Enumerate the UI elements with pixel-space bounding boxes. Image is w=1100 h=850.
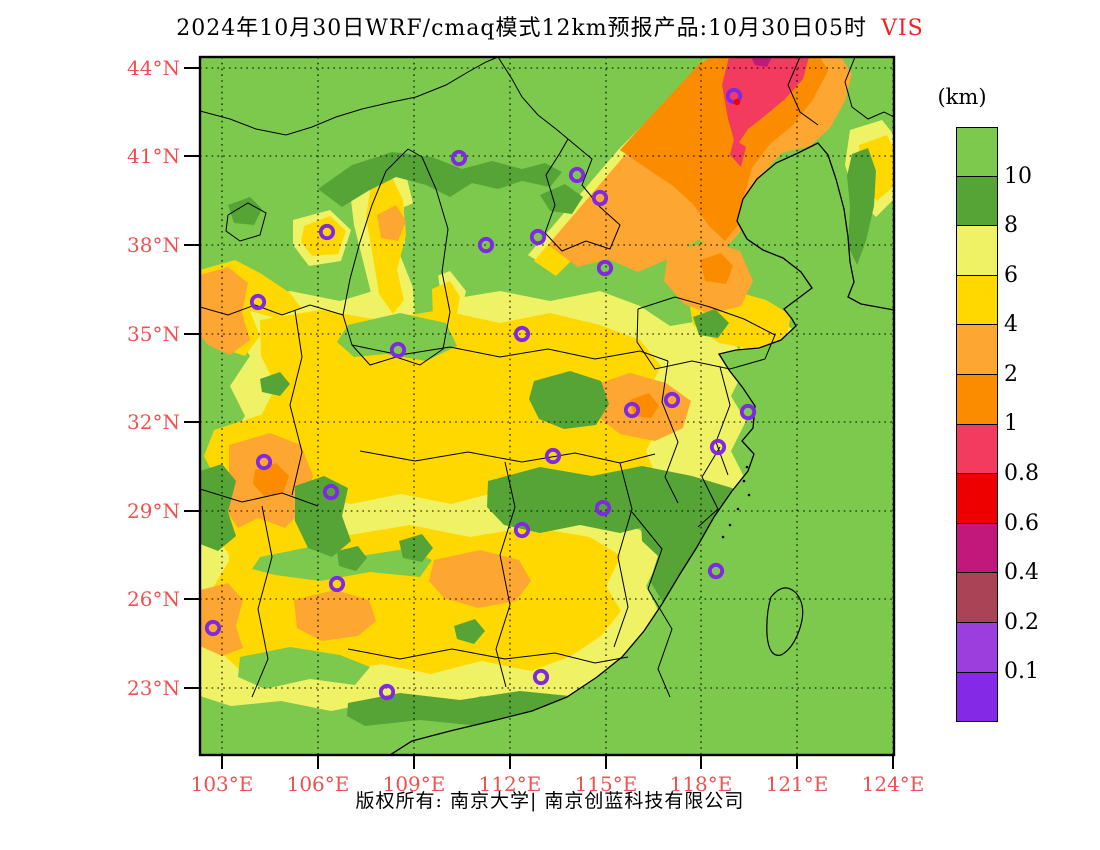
lat-tick	[184, 333, 199, 335]
red-spot	[733, 98, 741, 106]
lon-tick-label: 121°E	[765, 772, 829, 796]
legend-tick-label: 0.1	[1004, 659, 1039, 685]
lon-tick-label: 112°E	[478, 772, 542, 796]
legend-swatch	[956, 127, 998, 177]
legend-swatch	[956, 275, 998, 326]
city-marker	[568, 166, 586, 184]
city-marker	[663, 391, 681, 409]
lat-tick-label: 32°N	[127, 410, 180, 434]
city-marker	[328, 575, 346, 593]
legend-swatch	[956, 573, 998, 623]
legend-tick-label: 0.6	[1004, 510, 1039, 536]
coastal-islands	[721, 465, 751, 539]
legend-tick-label: 10	[1004, 163, 1032, 189]
title-text: 2024年10月30日WRF/cmaq模式12km预报产品:10月30日05时	[176, 16, 868, 41]
city-marker	[594, 499, 612, 517]
visibility-map	[198, 55, 896, 757]
city-marker	[739, 403, 757, 421]
city-marker	[513, 325, 531, 343]
city-marker	[477, 236, 495, 254]
city-marker	[513, 521, 531, 539]
lat-tick	[184, 67, 199, 69]
lon-tick-label: 109°E	[382, 772, 446, 796]
city-marker	[378, 683, 396, 701]
lat-tick	[184, 155, 199, 157]
lon-tick	[221, 756, 223, 769]
map-frame	[198, 55, 896, 757]
city-marker	[529, 228, 547, 246]
lat-tick	[184, 598, 199, 600]
lon-tick-label: 118°E	[669, 772, 733, 796]
city-marker	[204, 619, 222, 637]
legend-tick-label: 0.2	[1004, 609, 1039, 635]
copyright-text: 版权所有: 南京大学| 南京创蓝科技有限公司	[355, 790, 745, 812]
city-marker	[544, 447, 562, 465]
city-marker	[318, 223, 336, 241]
lon-tick-label: 103°E	[190, 772, 254, 796]
city-marker	[623, 401, 641, 419]
province-boundaries	[200, 57, 894, 698]
lat-tick-label: 29°N	[127, 499, 180, 523]
legend-swatch	[956, 622, 998, 673]
legend-tick-label: 4	[1004, 312, 1018, 338]
taiwan-island	[766, 587, 804, 656]
legend-swatch	[956, 523, 998, 574]
city-marker	[255, 453, 273, 471]
city-marker	[596, 259, 614, 277]
city-marker	[450, 149, 468, 167]
title-variable: VIS	[881, 16, 924, 41]
legend-swatch	[956, 374, 998, 425]
lon-tick-label: 124°E	[861, 772, 925, 796]
legend-tick-label: 6	[1004, 262, 1018, 288]
legend-swatch	[956, 672, 998, 723]
legend-tick-label: 0.8	[1004, 461, 1039, 487]
legend-tick-label: 2	[1004, 361, 1018, 387]
lon-tick-label: 115°E	[574, 772, 638, 796]
city-marker	[532, 668, 550, 686]
lon-tick-label: 106°E	[286, 772, 350, 796]
coastline-sea	[388, 142, 894, 755]
lat-tick-label: 41°N	[127, 144, 180, 168]
lat-tick-label: 26°N	[127, 587, 180, 611]
legend-swatch	[956, 424, 998, 475]
legend-swatch	[956, 226, 998, 276]
city-markers	[204, 87, 757, 701]
legend-tick-label: 0.4	[1004, 560, 1039, 586]
lat-tick-label: 35°N	[127, 322, 180, 346]
lat-tick	[184, 244, 199, 246]
lat-tick-label: 23°N	[127, 676, 180, 700]
lon-tick	[605, 756, 607, 769]
lon-tick	[796, 756, 798, 769]
legend-swatch	[956, 474, 998, 524]
lon-tick	[509, 756, 511, 769]
legend-tick-label: 8	[1004, 213, 1018, 239]
legend-tick-label: 1	[1004, 411, 1018, 437]
lon-tick	[700, 756, 702, 769]
lat-tick	[184, 510, 199, 512]
city-marker	[322, 483, 340, 501]
lat-tick	[184, 687, 199, 689]
lon-tick	[317, 756, 319, 769]
lat-tick-label: 38°N	[127, 233, 180, 257]
lat-tick	[184, 421, 199, 423]
city-marker	[591, 189, 609, 207]
page-title: 2024年10月30日WRF/cmaq模式12km预报产品:10月30日05时 V…	[0, 10, 1100, 42]
legend-colorbar	[956, 127, 998, 723]
colorbar-unit: (km)	[937, 85, 987, 109]
city-marker	[249, 293, 267, 311]
city-marker	[707, 562, 725, 580]
lon-tick	[413, 756, 415, 769]
city-marker	[709, 438, 727, 456]
legend-swatch	[956, 176, 998, 227]
legend-swatch	[956, 325, 998, 375]
city-marker	[389, 341, 407, 359]
visibility-field	[200, 57, 894, 755]
lon-tick	[892, 756, 894, 769]
lat-tick-label: 44°N	[127, 56, 180, 80]
